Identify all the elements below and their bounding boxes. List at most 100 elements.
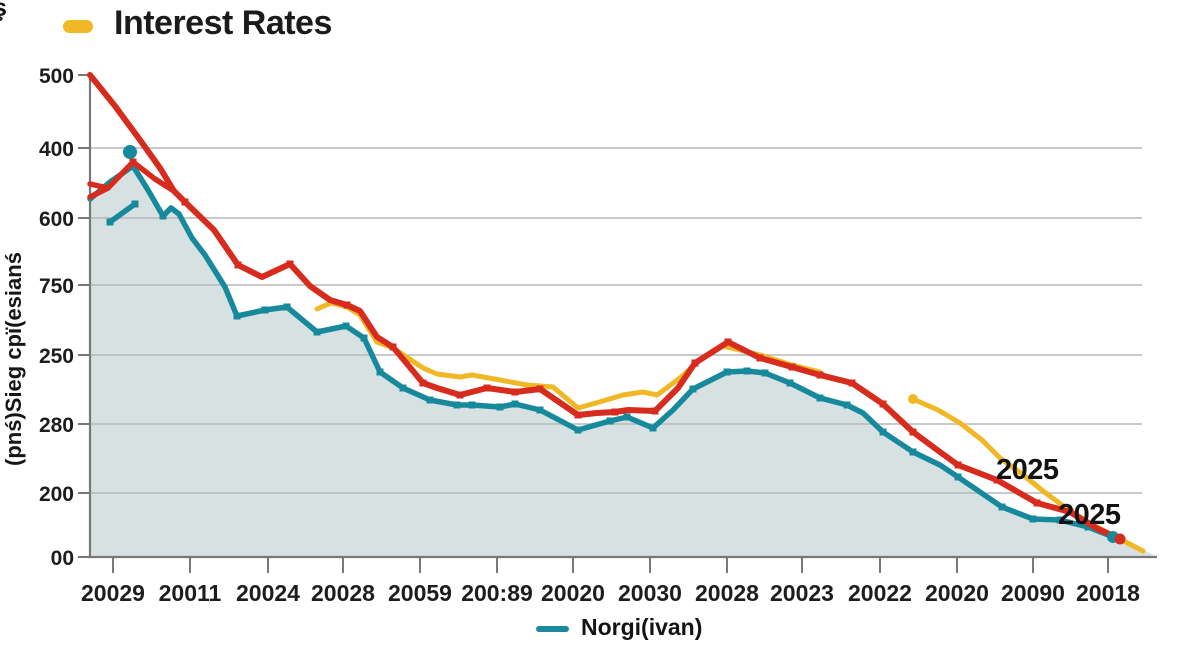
series-norgi-teal-marker <box>313 328 321 336</box>
top-legend: Interest Rates <box>63 4 332 43</box>
annotation-2025: 2025 <box>1058 499 1121 531</box>
series-red-main-marker <box>816 371 824 379</box>
y-tick-label: 500 <box>39 65 74 88</box>
x-tick-label: 20090 <box>1001 580 1065 606</box>
x-tick-label: 20020 <box>925 580 989 606</box>
series-red-main-marker <box>483 384 491 392</box>
series-red-main-marker <box>1066 508 1074 516</box>
y-tick-label: 200 <box>39 483 74 506</box>
y-tick-label: 600 <box>39 208 74 231</box>
series-norgi-teal-marker <box>426 396 434 404</box>
series-norgi-teal-marker <box>1056 516 1064 524</box>
legend-dash-teal-icon <box>536 626 569 632</box>
series-red-main-marker <box>574 411 582 419</box>
edge-artifact-glyph: ş <box>0 0 7 23</box>
bottom-legend: Norgi(ivan) <box>536 614 702 641</box>
x-tick-label: 20028 <box>695 580 759 606</box>
series-red-main-marker <box>181 198 189 206</box>
chart-title: Interest Rates <box>114 4 332 42</box>
series-red-main-marker <box>879 400 887 408</box>
series-red-main-marker <box>651 407 659 415</box>
y-tick-label: 280 <box>39 414 74 437</box>
series-red-main-marker <box>756 354 764 362</box>
x-tick-label: 20029 <box>81 580 145 606</box>
series-red-main-marker <box>993 476 1001 484</box>
series-norgi-teal-marker <box>623 413 631 421</box>
x-tick-label: 20018 <box>1076 580 1140 606</box>
x-tick-label: 20024 <box>236 580 300 606</box>
series-norgi-teal-marker <box>909 448 917 456</box>
series-norgi-teal-marker <box>159 212 167 220</box>
series-norgi-teal-marker <box>1029 515 1037 523</box>
series-red-main-marker <box>788 363 796 371</box>
series-teal-short-marker <box>106 218 114 226</box>
series-norgi-teal-marker <box>761 369 769 377</box>
series-teal-short <box>107 201 138 225</box>
series-teal-short-marker <box>131 200 139 208</box>
y-tick-label: 750 <box>39 275 74 298</box>
series-red-main-marker <box>691 359 699 367</box>
series-norgi-teal-marker <box>283 303 291 311</box>
series-norgi-teal-marker <box>879 428 887 436</box>
series-norgi-teal-marker <box>233 312 241 320</box>
series-norgi-teal <box>87 163 1116 540</box>
series-norgi-teal-marker <box>1084 523 1092 531</box>
x-tick-label: 20011 <box>159 580 222 606</box>
series-red-main-marker <box>343 301 351 309</box>
series-red-main-marker <box>848 379 856 387</box>
x-tick-label: 200:89 <box>461 580 533 606</box>
y-axis-title: (pnś)Sieg cpï(esianś <box>1 252 26 466</box>
series-norgi-teal-marker <box>376 368 384 376</box>
series-red-main <box>87 72 1123 542</box>
series-norgi-teal-marker <box>342 322 350 330</box>
point-dot <box>123 145 137 159</box>
x-tick-label: 20030 <box>618 580 682 606</box>
series-norgi-teal-marker <box>843 401 851 409</box>
series-norgi-teal-marker <box>511 400 519 408</box>
series-norgi-teal-marker <box>360 334 368 342</box>
x-tick-label: 20020 <box>541 580 605 606</box>
series-red-main-marker <box>954 461 962 469</box>
series-red-main-marker <box>909 428 917 436</box>
series-red-fork-lower-marker <box>129 158 137 166</box>
series-norgi-teal-marker <box>723 368 731 376</box>
series-norgi-teal-marker <box>816 394 824 402</box>
series-norgi-teal-marker <box>954 473 962 481</box>
area-fill <box>90 166 1157 557</box>
legend-swatch-yellow-icon <box>63 20 93 33</box>
series-norgi-teal-marker <box>453 401 461 409</box>
series-red-main-marker <box>456 391 464 399</box>
series-norgi-teal-marker <box>536 406 544 414</box>
series-red-main-marker <box>724 338 732 346</box>
annotation-2025: 2025 <box>996 454 1059 486</box>
series-norgi-teal-marker <box>743 367 751 375</box>
series-red-main-marker <box>611 408 619 416</box>
series-norgi-teal-marker <box>261 306 269 314</box>
x-tick-label: 20023 <box>770 580 834 606</box>
series-red-main-marker <box>389 343 397 351</box>
x-tick-label: 20022 <box>848 580 912 606</box>
series-norgi-teal-marker <box>786 379 794 387</box>
series-norgi-teal-marker <box>649 424 657 432</box>
bottom-legend-label: Norgi(ivan) <box>581 614 703 640</box>
series-red-main-marker <box>536 385 544 393</box>
x-tick-label: 20059 <box>388 580 452 606</box>
series-red-main-marker <box>1033 499 1041 507</box>
y-tick-label: 400 <box>39 138 74 161</box>
series-norgi-teal-marker <box>496 403 504 411</box>
series-norgi-teal-marker <box>606 417 614 425</box>
series-norgi-teal-marker <box>468 401 476 409</box>
series-norgi-teal-marker <box>574 426 582 434</box>
series-red-main-marker <box>234 261 242 269</box>
point-dot <box>1114 533 1126 545</box>
y-tick-label: 00 <box>51 547 74 570</box>
series-norgi-teal-marker <box>399 384 407 392</box>
series-red-main-marker <box>286 260 294 268</box>
x-tick-label: 20028 <box>311 580 375 606</box>
series-norgi-teal-marker <box>689 385 697 393</box>
series-red-main-marker <box>419 379 427 387</box>
y-tick-label: 250 <box>39 345 74 368</box>
series-norgi-teal-marker <box>998 503 1006 511</box>
